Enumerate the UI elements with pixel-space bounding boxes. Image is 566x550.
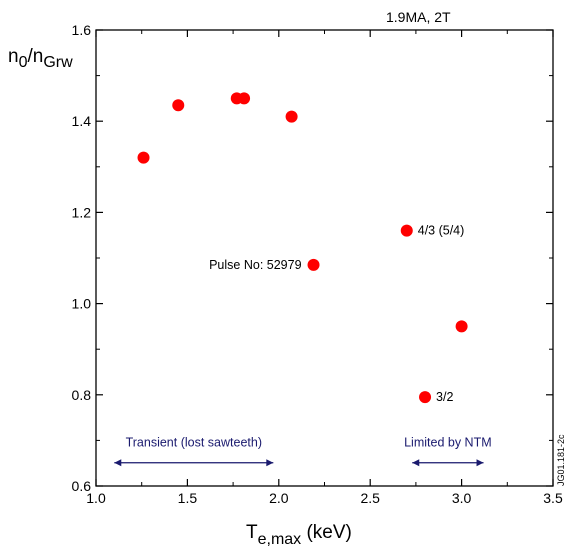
range-arrowhead-right bbox=[476, 459, 484, 467]
range-arrows: Transient (lost sawteeth) Limited by NTM bbox=[114, 436, 492, 467]
plot-frame bbox=[95, 29, 554, 487]
y-tick-label: 0.6 bbox=[72, 478, 92, 494]
data-point-1 bbox=[137, 151, 150, 164]
y-tick-label: 0.8 bbox=[72, 387, 92, 403]
y-tick-label: 1.6 bbox=[72, 22, 92, 38]
range-label: Limited by NTM bbox=[404, 436, 492, 450]
x-tick-label: 2.0 bbox=[269, 490, 289, 506]
figure-code: JG01.181-2c bbox=[556, 434, 566, 486]
data-point-6 bbox=[307, 258, 320, 271]
chart-title: 1.9MA, 2T bbox=[386, 9, 451, 25]
y-tick-label: 1.0 bbox=[72, 296, 92, 312]
data-point-7 bbox=[400, 224, 413, 237]
x-tick-label: 1.5 bbox=[178, 490, 198, 506]
range-arrowhead-right bbox=[266, 459, 274, 467]
point-annotation: 4/3 (5/4) bbox=[418, 224, 465, 238]
data-point-5 bbox=[285, 110, 298, 123]
range-arrowhead-left bbox=[412, 459, 420, 467]
point-annotation: Pulse No: 52979 bbox=[209, 258, 301, 272]
y-tick-label: 1.4 bbox=[72, 113, 92, 129]
x-axis-label: Te,max (keV) bbox=[246, 522, 352, 548]
x-tick-label: 3.0 bbox=[452, 490, 472, 506]
data-points bbox=[137, 92, 468, 404]
data-point-2 bbox=[172, 99, 185, 112]
data-point-8 bbox=[455, 320, 468, 333]
x-tick-label: 1.0 bbox=[86, 490, 106, 506]
x-tick-label: 3.5 bbox=[543, 490, 563, 506]
point-annotations: Pulse No: 52979 4/3 (5/4) 3/2 bbox=[209, 224, 464, 404]
axis-ticks: 1.0 1.5 2.0 2.5 3.0 3.5 0.6 0.8 1.0 1.2 1.4 1.6 bbox=[72, 22, 563, 506]
range-label: Transient (lost sawteeth) bbox=[126, 436, 262, 450]
range-arrowhead-left bbox=[114, 459, 122, 467]
data-point-9 bbox=[419, 391, 432, 404]
point-annotation: 3/2 bbox=[436, 390, 453, 404]
x-tick-label: 2.5 bbox=[360, 490, 380, 506]
y-tick-label: 1.2 bbox=[72, 204, 92, 220]
y-axis-label: n0/nGrw bbox=[8, 46, 73, 71]
data-point-4 bbox=[238, 92, 251, 105]
